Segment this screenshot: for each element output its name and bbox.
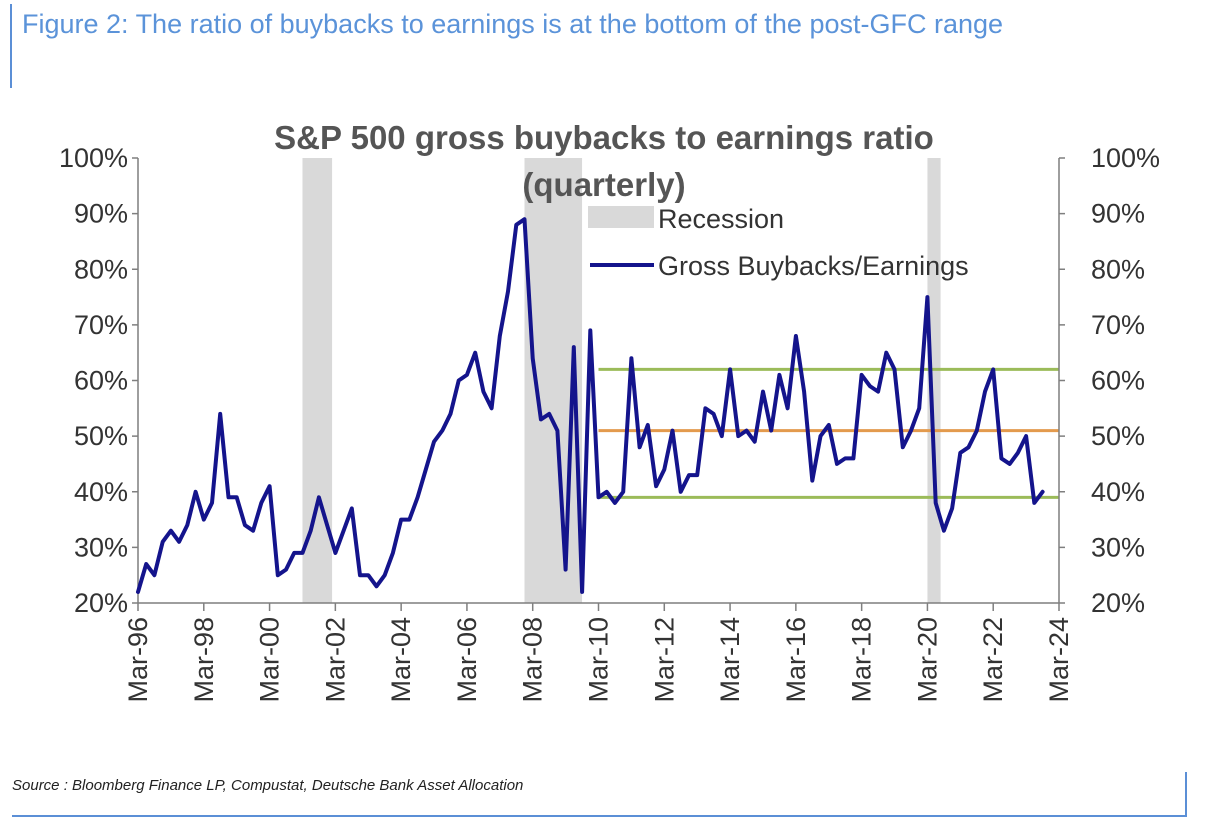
- x-tick-label: Mar-24: [1044, 617, 1074, 703]
- bottom-rule: [12, 815, 1187, 817]
- y-ticks-layer: 100% 100% 90% 90% 80% 80% 70% 70% 60% 60% 50% 50% 40…: [59, 143, 1160, 618]
- x-tick-label: Mar-06: [452, 617, 482, 703]
- x-tick-label: Mar-16: [781, 617, 811, 703]
- x-tick-label: Mar-12: [649, 617, 679, 703]
- series-line-buybacks-earnings: [136, 217, 1045, 594]
- legend-swatch-recession: [588, 206, 654, 228]
- recession-band-3: [927, 158, 941, 603]
- x-tick-label: Mar-14: [715, 617, 745, 703]
- y-tick-label-left: 80%: [74, 254, 128, 284]
- x-tick-label: Mar-08: [518, 617, 548, 703]
- y-tick-label-right: 80%: [1091, 254, 1145, 284]
- x-tick-label: Mar-22: [978, 617, 1008, 703]
- x-tick-label: Mar-20: [912, 617, 942, 703]
- legend-label-recession: Recession: [658, 204, 784, 234]
- bottom-right-rule: [1185, 772, 1187, 817]
- x-tick-label: Mar-00: [255, 617, 285, 703]
- legend-label-buybacks: Gross Buybacks/Earnings: [658, 251, 969, 281]
- y-tick-label-right: 70%: [1091, 310, 1145, 340]
- legend: Recession Gross Buybacks/Earnings: [588, 204, 969, 281]
- chart-title-layer: S&P 500 gross buybacks to earnings ratio…: [274, 119, 934, 203]
- series-layer: [136, 217, 1045, 594]
- x-tick-label: Mar-98: [189, 617, 219, 703]
- x-tick-label: Mar-04: [386, 617, 416, 703]
- x-tick-label: Mar-10: [584, 617, 614, 703]
- x-tick-label: Mar-18: [847, 617, 877, 703]
- y-tick-label-left: 70%: [74, 310, 128, 340]
- x-tick-label: Mar-02: [320, 617, 350, 703]
- y-tick-label-right: 100%: [1091, 143, 1160, 173]
- y-tick-label-left: 90%: [74, 199, 128, 229]
- chart-title-line-2: (quarterly): [522, 166, 685, 203]
- y-tick-label-right: 50%: [1091, 421, 1145, 451]
- y-tick-label-left: 60%: [74, 366, 128, 396]
- y-tick-label-right: 20%: [1091, 588, 1145, 618]
- chart: 100% 100% 90% 90% 80% 80% 70% 70% 60% 60% 50% 50% 40…: [59, 119, 1160, 703]
- y-tick-label-right: 60%: [1091, 366, 1145, 396]
- y-tick-label-left: 20%: [74, 588, 128, 618]
- y-tick-label-left: 40%: [74, 477, 128, 507]
- y-tick-label-right: 30%: [1091, 532, 1145, 562]
- y-tick-label-right: 90%: [1091, 199, 1145, 229]
- chart-title-line-1: S&P 500 gross buybacks to earnings ratio: [274, 119, 934, 156]
- figure-title: Figure 2: The ratio of buybacks to earni…: [22, 9, 1004, 39]
- y-tick-label-left: 50%: [74, 421, 128, 451]
- x-ticks-layer: Mar-96 Mar-98 Mar-00 Mar-02 Mar-04 Mar-06 Mar-…: [123, 603, 1074, 703]
- title-accent-bar: [10, 4, 12, 88]
- x-tick-label: Mar-96: [123, 617, 153, 703]
- y-tick-label-left: 30%: [74, 532, 128, 562]
- y-tick-label-left: 100%: [59, 143, 128, 173]
- y-tick-label-right: 40%: [1091, 477, 1145, 507]
- source-note: Source : Bloomberg Finance LP, Compustat…: [12, 777, 524, 794]
